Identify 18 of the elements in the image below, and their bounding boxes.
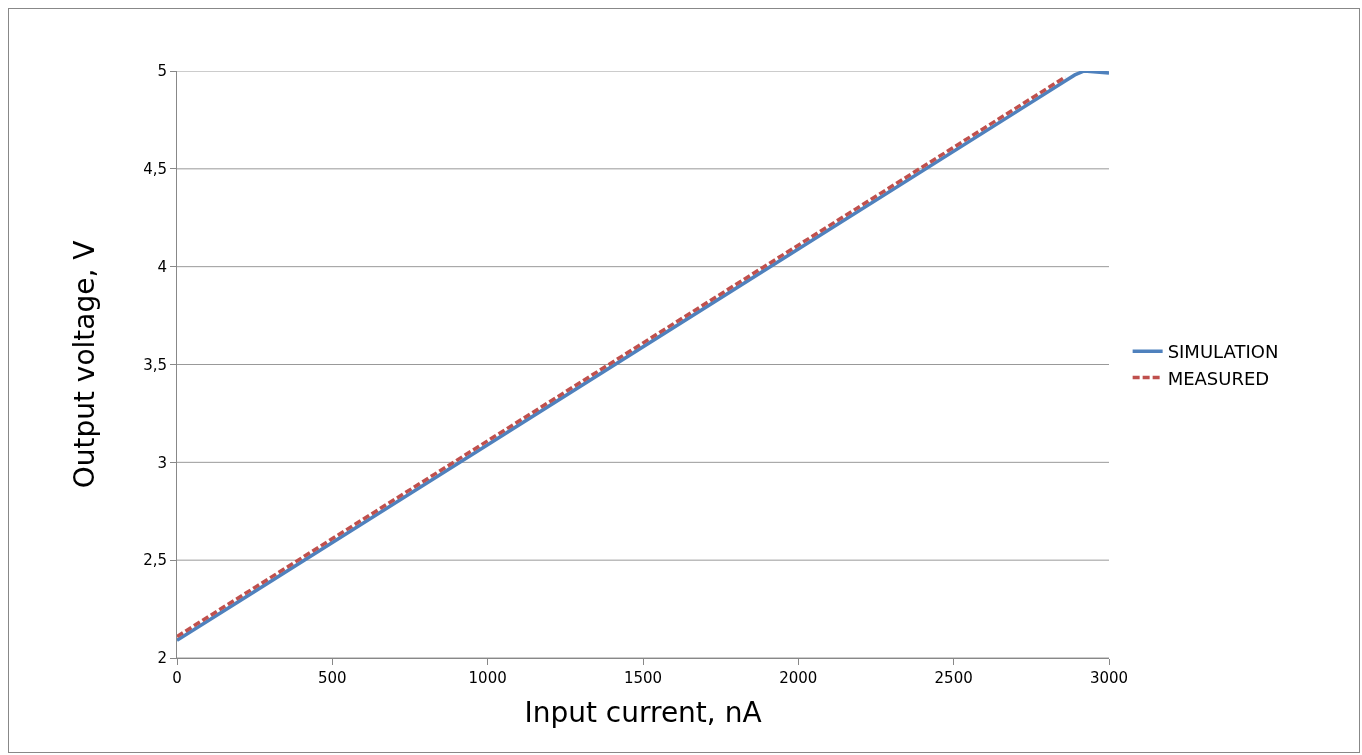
y-tick-label: 2 <box>157 649 167 668</box>
x-tick-label: 1000 <box>468 669 507 687</box>
x-tick-label: 3000 <box>1089 669 1129 687</box>
x-axis-title: Input current, nA <box>524 696 762 730</box>
legend-label: SIMULATION <box>1167 341 1279 363</box>
x-tick-label: 0 <box>172 669 182 687</box>
x-tick-label: 1500 <box>623 669 663 687</box>
y-tick-label: 2,5 <box>143 551 167 570</box>
x-tick-label: 500 <box>318 669 347 687</box>
x-tick-label: 2000 <box>779 669 818 687</box>
x-tick-label: 2500 <box>934 669 973 687</box>
y-axis-title: Output voltage, V <box>67 240 101 489</box>
legend-label: MEASURED <box>1167 367 1270 389</box>
y-tick-label: 4,5 <box>143 160 167 179</box>
y-tick-label: 3,5 <box>143 355 167 374</box>
y-tick-label: 5 <box>157 62 167 81</box>
y-tick-label: 4 <box>157 257 167 276</box>
y-tick-label: 3 <box>157 453 167 472</box>
